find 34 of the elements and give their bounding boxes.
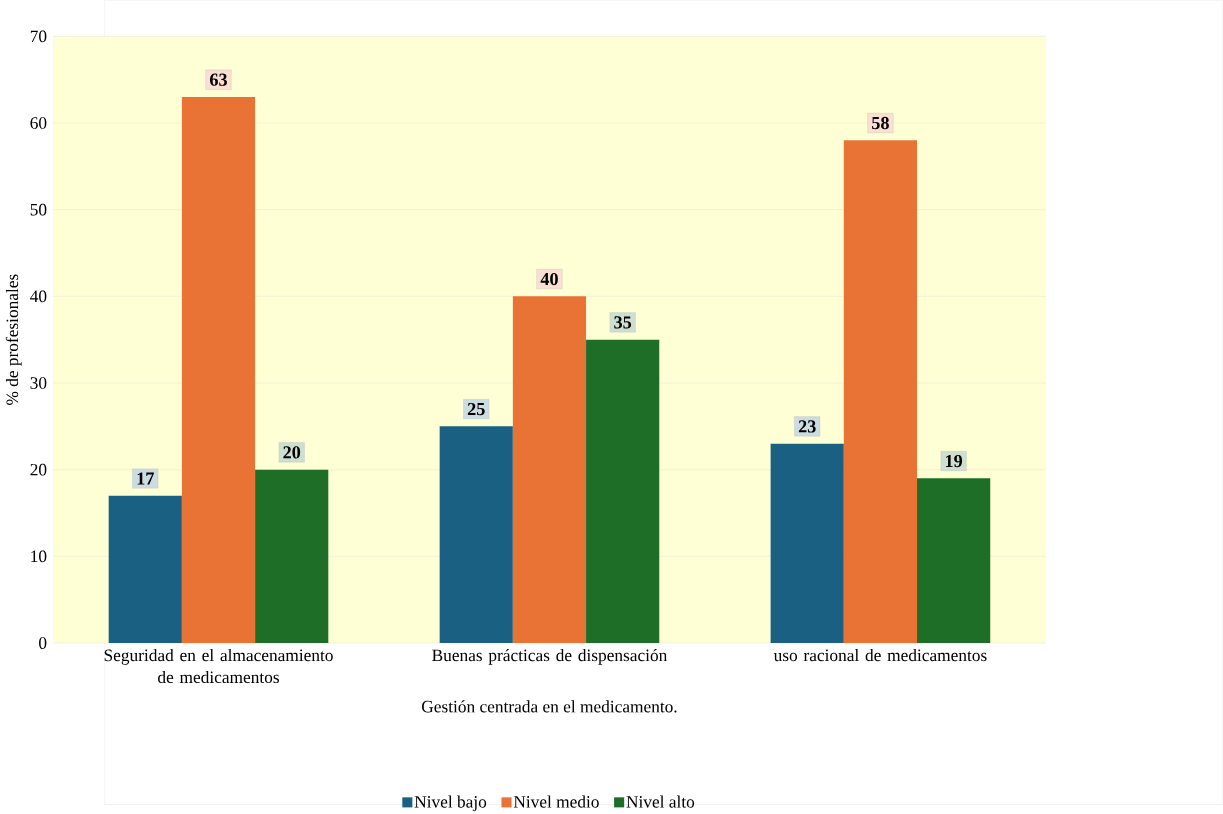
y-tick-label: 70 xyxy=(30,30,47,43)
y-axis-title: % de profesionales xyxy=(5,274,22,406)
data-label: 20 xyxy=(283,446,301,459)
x-tick-label: Seguridad en el almacenamiento de medicamentos xyxy=(104,649,333,684)
bar xyxy=(255,469,329,644)
data-label: 17 xyxy=(137,472,154,485)
bar xyxy=(181,97,256,644)
bar xyxy=(917,478,991,644)
x-tick-label: uso racional de medicamentos xyxy=(773,649,987,662)
bar xyxy=(439,426,513,644)
y-tick-label: 40 xyxy=(30,290,47,303)
bar xyxy=(512,296,587,644)
bar xyxy=(586,339,660,644)
legend-label: Nivel medio xyxy=(513,795,599,808)
bar xyxy=(108,495,182,644)
bar xyxy=(843,140,918,644)
y-tick-label: 20 xyxy=(30,463,47,476)
y-tick-label: 10 xyxy=(31,550,47,563)
data-label: 40 xyxy=(540,272,558,286)
y-tick-label: 30 xyxy=(30,377,47,389)
bar xyxy=(770,443,844,644)
y-tick-label: 50 xyxy=(30,203,47,216)
x-tick-label: Buenas prácticas de dispensación xyxy=(432,649,668,665)
data-label: 23 xyxy=(798,420,816,433)
data-label: 35 xyxy=(614,316,632,329)
data-label: 58 xyxy=(872,116,889,130)
y-tick-label: 60 xyxy=(30,117,47,129)
x-axis-title: Gestión centrada en el medicamento. xyxy=(421,700,677,713)
y-tick-label: 0 xyxy=(39,637,47,649)
data-label: 19 xyxy=(945,455,963,468)
legend-label: Nivel alto xyxy=(626,795,695,808)
legend-label: Nivel bajo xyxy=(414,795,487,812)
data-label: 63 xyxy=(210,73,227,86)
data-label: 25 xyxy=(467,403,485,416)
